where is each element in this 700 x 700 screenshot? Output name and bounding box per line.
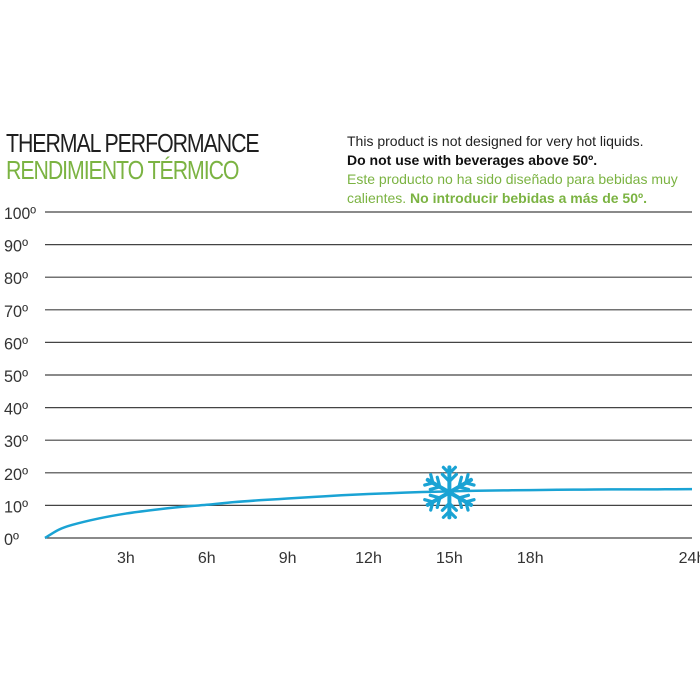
- y-tick-label: 20º: [4, 465, 28, 484]
- x-tick-label: 15h: [436, 550, 463, 567]
- temperature-curve: [44, 487, 693, 540]
- notice-line-3: Este producto no ha sido diseñado para b…: [347, 171, 678, 206]
- y-tick-label: 30º: [4, 432, 28, 451]
- x-tick-label: 24h: [679, 550, 700, 567]
- x-tick-label: 9h: [279, 550, 297, 567]
- y-tick-label: 60º: [4, 334, 28, 353]
- y-tick-label: 70º: [4, 302, 28, 321]
- y-tick-label: 0º: [4, 530, 19, 549]
- y-tick-label: 50º: [4, 367, 28, 386]
- chart-title: THERMAL PERFORMANCE: [6, 128, 260, 158]
- notice-line-2: Do not use with beverages above 50º.: [347, 152, 598, 168]
- y-tick-label: 100º: [4, 204, 36, 223]
- warning-notice: This product is not designed for very ho…: [347, 132, 697, 208]
- y-tick-label: 10º: [4, 497, 28, 516]
- y-tick-label: 90º: [4, 237, 28, 256]
- notice-line-1: This product is not designed for very ho…: [347, 133, 644, 149]
- chart-title-spanish: RENDIMIENTO TÉRMICO: [6, 155, 240, 185]
- y-tick-label: 80º: [4, 269, 28, 288]
- x-tick-label: 18h: [517, 550, 544, 567]
- y-tick-labels: 0º 10º 20º 30º 40º 50º 60º 70º 80º 90º 100º: [4, 204, 36, 549]
- notice-line-4: No introducir bebidas a más de 50º.: [410, 190, 648, 206]
- title-block: THERMAL PERFORMANCE RENDIMIENTO TÉRMICO: [6, 130, 314, 184]
- x-tick-label: 3h: [117, 550, 135, 567]
- x-tick-label: 12h: [355, 550, 382, 567]
- x-tick-labels: 3h 6h 9h 12h 15h 18h 24h: [117, 550, 700, 567]
- snowflake-icon: [423, 465, 476, 520]
- x-tick-label: 6h: [198, 550, 216, 567]
- gridlines: [45, 211, 692, 539]
- y-tick-label: 40º: [4, 400, 28, 419]
